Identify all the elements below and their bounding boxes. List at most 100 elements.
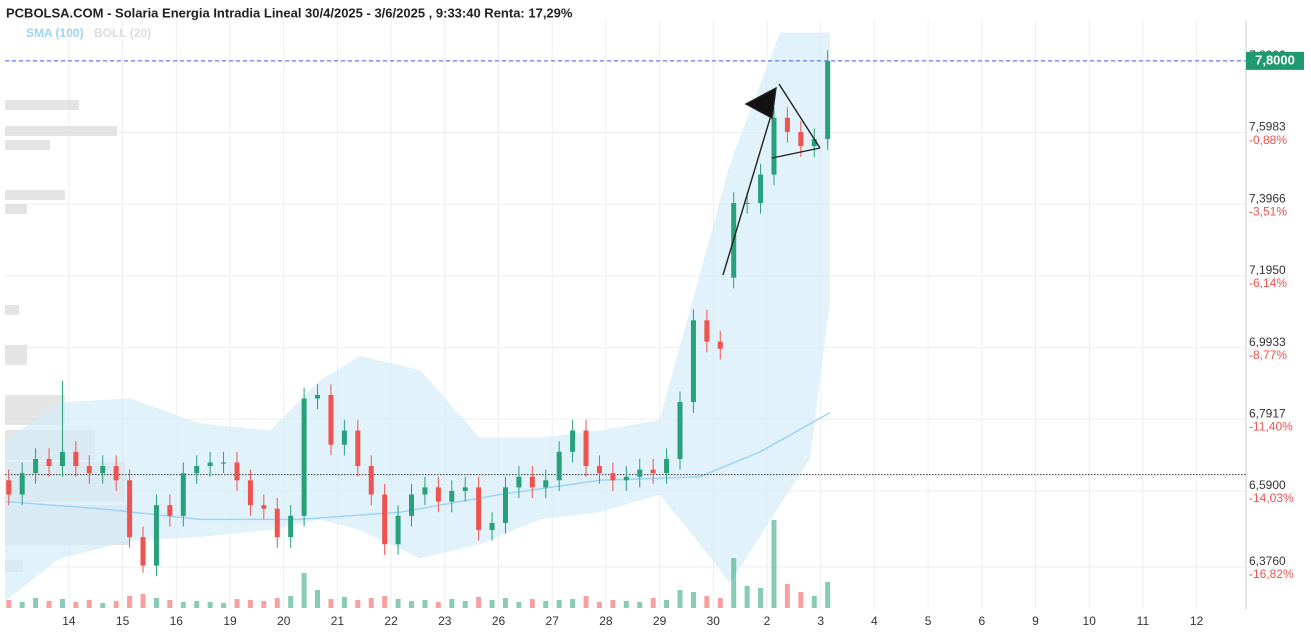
candle-body <box>462 487 468 491</box>
volume-bar <box>570 599 576 608</box>
volume-bar <box>583 596 589 608</box>
candle-body <box>744 203 750 205</box>
volume-bar <box>382 596 388 608</box>
volume-bar <box>19 602 25 608</box>
candle-body <box>247 480 253 506</box>
x-tick-label: 3 <box>817 614 824 628</box>
volume-bar <box>731 558 737 608</box>
volume-bar <box>650 598 656 608</box>
pattern-line <box>778 83 821 149</box>
drawings <box>722 83 821 276</box>
candle-body <box>798 131 804 147</box>
x-tick-label: 15 <box>116 614 130 628</box>
candle-body <box>596 466 602 474</box>
volume-bar <box>771 520 777 608</box>
y2-tick-label: -14,03% <box>1249 491 1294 505</box>
x-tick-label: 30 <box>707 614 721 628</box>
volume-bar <box>180 602 186 608</box>
volume-bar <box>704 596 710 608</box>
candle-body <box>261 505 267 509</box>
x-tick-label: 27 <box>546 614 560 628</box>
volume-bar <box>46 601 52 608</box>
volume-bar <box>489 600 495 608</box>
candle-body <box>556 451 562 481</box>
profile-bar <box>5 345 27 365</box>
y-tick-label: 6,5900 <box>1249 478 1286 492</box>
x-tick-label: 22 <box>384 614 398 628</box>
candle-body <box>59 451 65 467</box>
candle-body <box>274 508 280 538</box>
y2-tick-label: -6,14% <box>1249 276 1287 290</box>
candle-body <box>637 469 643 477</box>
volume-bar <box>717 598 723 608</box>
candle-body <box>771 117 777 175</box>
pattern-line <box>771 147 821 159</box>
candle-body <box>489 522 495 531</box>
volume-bar <box>221 603 227 608</box>
candle-body <box>180 473 186 516</box>
volume-bar <box>798 592 804 608</box>
volume-bar <box>784 584 790 608</box>
volume-bar <box>355 600 361 608</box>
volume-bar <box>341 597 347 608</box>
y-tick-label: 7,5983 <box>1249 120 1286 134</box>
candle-body <box>382 494 388 545</box>
x-tick-label: 21 <box>331 614 345 628</box>
volume-bar <box>140 594 146 608</box>
candle-body <box>784 117 790 132</box>
profile-bar <box>5 190 65 200</box>
volume-bar <box>100 603 106 608</box>
volume-bar <box>664 600 670 608</box>
profile-bar <box>5 305 19 315</box>
volume-bar <box>234 599 240 608</box>
candle-body <box>19 473 25 495</box>
x-tick-label: 14 <box>62 614 76 628</box>
y2-tick-label: -3,51% <box>1249 205 1287 219</box>
x-tick-label: 11 <box>1137 614 1150 628</box>
volume-bar <box>59 599 65 608</box>
volume-bar <box>516 602 522 608</box>
candle-body <box>194 466 200 474</box>
candle-body <box>113 466 119 481</box>
candle-body <box>100 466 106 474</box>
candle-body <box>650 469 656 474</box>
y-tick-label: 7,1950 <box>1249 263 1286 277</box>
y-tick-label: 6,3760 <box>1249 554 1286 568</box>
candle-body <box>811 139 817 147</box>
sma-line <box>4 412 831 521</box>
candle-body <box>6 480 12 495</box>
x-tick-label: 9 <box>1032 614 1039 628</box>
volume-bar <box>207 602 213 608</box>
volume-bar <box>395 599 401 608</box>
candle-body <box>368 466 374 495</box>
candle-body <box>167 505 173 516</box>
y-tick-label: 6,7917 <box>1249 406 1286 420</box>
volume-bar <box>435 602 441 608</box>
x-tick-label: 5 <box>925 614 932 628</box>
volume-bar <box>556 600 562 608</box>
volume-bar <box>825 582 831 608</box>
x-tick-label: 29 <box>653 614 667 628</box>
candle-body <box>623 476 629 481</box>
volume-bar <box>328 599 334 608</box>
candle-body <box>449 490 455 502</box>
candle-body <box>341 430 347 445</box>
candle-body <box>825 60 831 140</box>
candle-body <box>140 537 146 566</box>
candle-body <box>758 174 764 204</box>
candle-body <box>476 487 482 531</box>
price-tag-label: 7,8000 <box>1255 52 1295 67</box>
x-tick-label: 19 <box>223 614 237 628</box>
x-tick-label: 20 <box>277 614 291 628</box>
volume-bar <box>315 590 321 608</box>
candle-body <box>583 430 589 467</box>
x-tick-label: 2 <box>764 614 771 628</box>
volume-bar <box>409 601 415 608</box>
candle-body <box>502 487 508 523</box>
candle-body <box>328 394 334 445</box>
volume-bar <box>462 601 468 608</box>
volume-bar <box>476 597 482 608</box>
volume-bar <box>449 599 455 608</box>
